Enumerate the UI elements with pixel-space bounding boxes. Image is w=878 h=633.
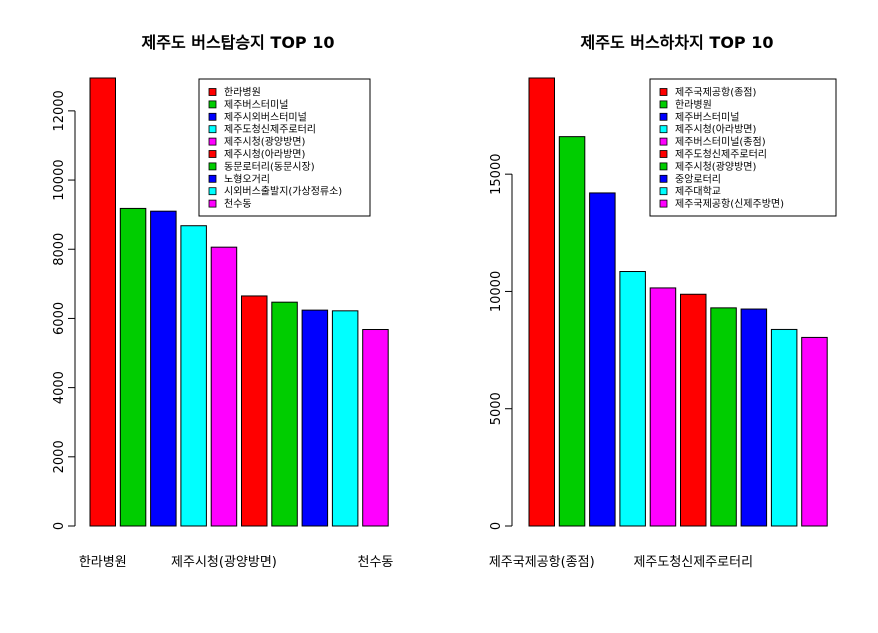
legend-label: 한라병원 [224,87,261,99]
legend-label: 제주버스터미널 [675,111,739,123]
bar-4 [619,271,646,527]
legend-label: 제주국제공항(종점) [675,87,757,99]
chart-title: 제주도 버스하차지 TOP 10 [581,33,774,52]
legend-swatch [208,174,217,183]
legend-label: 제주국제공항(신제주방면) [675,198,784,210]
legend-swatch [659,174,668,183]
legend-swatch [208,88,217,96]
x-category-label: 한라병원 [79,555,127,570]
legend-swatch [208,150,217,158]
x-category-label: 천수동 [358,555,394,570]
bar-7 [271,301,298,527]
y-tick-label: 0 [52,522,67,530]
y-tick-label: 5000 [489,392,504,425]
legend-label: 제주시청(아라방면) [224,149,306,161]
bar-10 [801,336,828,527]
bar-3 [589,192,616,527]
legend-swatch [208,112,217,121]
bar-8 [301,309,329,527]
legend-swatch [659,88,668,96]
boarding-chart-panel: 제주도 버스탑승지 TOP 10 0 2000 4000 6000 8000 10000 12… [52,33,393,570]
legend-swatch [659,125,668,134]
y-tick-label: 0 [489,522,504,530]
legend-label: 제주시청(아라방면) [675,124,757,136]
bar-6 [680,293,707,527]
bar-10 [362,329,389,527]
bar-9 [770,328,798,527]
bar-7 [710,307,737,527]
x-category-label: 제주도청신제주로터리 [633,555,753,570]
chart-title: 제주도 버스탑승지 TOP 10 [142,33,335,52]
y-tick-label: 4000 [52,371,67,404]
legend-label: 제주버스터미널(종점) [675,136,766,148]
legend-label: 제주버스터미널 [224,99,288,111]
legend-swatch [208,100,217,109]
legend-swatch [208,125,217,134]
legend-label: 한라병원 [675,99,712,111]
legend-label: 제주시외버스터미널 [224,111,307,123]
legend-swatch [208,187,217,196]
legend-swatch [659,112,668,121]
legend-label: 제주시청(광양방면) [675,161,757,173]
legend-label: 시외버스출발지(가상정류소) [224,186,342,198]
bar-1 [89,77,116,527]
legend-swatch [659,100,668,109]
bar-2 [119,207,147,527]
bar-5 [649,287,677,527]
legend-swatch [208,137,217,146]
legend-label: 제주대학교 [675,186,721,198]
legend-swatch [659,162,668,171]
y-tick-label: 10000 [489,271,504,312]
bar-2 [558,136,586,527]
legend-swatch [659,187,668,196]
legend-swatch [659,137,668,146]
legend-swatch [208,199,217,208]
bar-5 [210,246,238,527]
legend-box [649,78,837,217]
y-tick-label: 6000 [52,302,67,335]
bar-4 [180,225,207,527]
x-category-label: 제주시청(광양방면) [171,555,277,570]
y-tick-label: 12000 [52,90,67,131]
y-tick-label: 8000 [52,233,67,266]
y-tick-label: 15000 [489,153,504,194]
bar-6 [241,295,268,527]
legend-label: 동문로터리(동문시장) [224,161,315,173]
bar-3 [150,210,177,527]
legend-box [198,78,371,217]
legend-label: 중앙로터리 [675,173,721,185]
legend-label: 제주도청신제주로터리 [224,124,316,136]
y-tick-label: 2000 [52,440,67,473]
legend-swatch [659,150,668,158]
bar-8 [740,308,768,527]
y-tick-label: 10000 [52,159,67,200]
legend-label: 제주시청(광양방면) [224,136,306,148]
bar-9 [331,310,359,527]
legend-label: 제주도청신제주로터리 [675,149,767,161]
legend-label: 천수동 [224,198,252,210]
bar-1 [528,77,555,527]
legend-label: 노형오거리 [224,173,270,185]
alighting-chart-panel: 제주도 버스하차지 TOP 10 0 5000 10000 15000 제주국제공항(종점… [489,33,837,570]
x-category-label: 제주국제공항(종점) [489,555,595,570]
legend-swatch [659,199,668,208]
legend-swatch [208,162,217,171]
